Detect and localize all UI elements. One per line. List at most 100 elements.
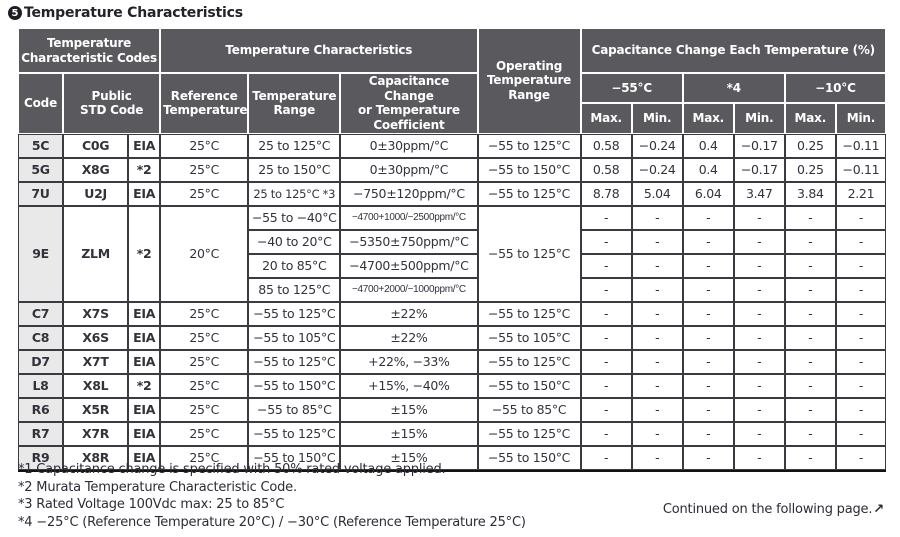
cell-value: - (631, 397, 683, 422)
cell-value: - (733, 301, 785, 326)
cell-op-range: −55 to 85°C (477, 397, 581, 422)
section-number-badge: 5 (8, 6, 22, 20)
cell-temp-range: −55 to 85°C (248, 397, 341, 422)
cell-value: - (784, 277, 836, 302)
cell-value: - (682, 325, 734, 350)
page-title: Temperature Characteristics (24, 5, 243, 21)
footnote-1: *1 Capacitance change is specified with … (18, 462, 446, 477)
cell-value: - (835, 205, 886, 230)
header-characteristics-group: Temperature Characteristics (160, 28, 478, 73)
table-row-R9: R9 X8R EIA 25°C −55 to 150°C ±15% −55 to… (18, 445, 886, 470)
cell-value: - (580, 229, 632, 254)
cell-value: - (784, 445, 836, 470)
cell-code: L8 (18, 373, 64, 398)
continued-text: Continued on the following page. (662, 502, 873, 517)
cell-code: R6 (18, 397, 64, 422)
cell-std: X7R (63, 421, 129, 446)
header-capacitance-change: Capacitance Change or Temperature Coeffi… (340, 73, 478, 134)
header-public-std-code: Public STD Code (63, 73, 161, 134)
table-row-5G: 5G X8G *2 25°C 25 to 150°C 0±30ppm/°C −5… (18, 157, 886, 182)
cell-ref-temp: 25°C (160, 349, 249, 374)
cell-coeff: ±15% (340, 397, 478, 422)
cell-temp-range: −55 to −40°C (248, 205, 341, 230)
header-group-row: Temperature Characteristic Codes Tempera… (18, 28, 886, 134)
cell-value: - (733, 397, 785, 422)
cell-value: - (682, 349, 734, 374)
cell-value: - (835, 325, 886, 350)
cell-op-range: −55 to 150°C (477, 157, 581, 182)
table-row-9E-1: 9E ZLM *2 20°C −55 to −40°C −4700+1000/−… (18, 205, 886, 302)
cell-value: - (631, 325, 683, 350)
cell-coeff: +22%, −33% (340, 349, 478, 374)
cell-std: X6S (63, 325, 129, 350)
cell-value: - (733, 277, 785, 302)
cell-value: - (784, 325, 836, 350)
cell-code: 9E (18, 205, 64, 302)
cell-value: - (733, 349, 785, 374)
cell-value: - (784, 301, 836, 326)
cell-value: - (580, 205, 632, 230)
cell-value: - (733, 229, 785, 254)
cell-code: 5G (18, 157, 64, 182)
cell-value: - (631, 349, 683, 374)
cell-value: −0.17 (733, 157, 785, 182)
cell-code: C8 (18, 325, 64, 350)
cell-std: X7S (63, 301, 129, 326)
cell-value: - (580, 253, 632, 278)
cell-temp-range: 85 to 125°C (248, 277, 341, 302)
header-min-3: Min. (835, 103, 886, 134)
cell-code: R7 (18, 421, 64, 446)
cell-std-mark: EIA (128, 397, 161, 422)
table-row-C8: C8 X6S EIA 25°C −55 to 105°C ±22% −55 to… (18, 325, 886, 350)
page-title-row: 5 Temperature Characteristics (8, 5, 243, 21)
cell-std: U2J (63, 181, 129, 206)
cell-value: - (835, 229, 886, 254)
cell-coeff: −750±120ppm/°C (340, 181, 478, 206)
cell-op-range: −55 to 105°C (477, 325, 581, 350)
cell-value: - (784, 253, 836, 278)
cell-ref-temp: 25°C (160, 445, 249, 470)
cell-value: - (733, 253, 785, 278)
cell-value: - (733, 445, 785, 470)
cell-value: - (733, 205, 785, 230)
cell-temp-range: −55 to 150°C (248, 445, 341, 470)
cell-value: 5.04 (631, 181, 683, 206)
cell-std-mark: EIA (128, 181, 161, 206)
cell-ref-temp: 25°C (160, 373, 249, 398)
cell-code: C7 (18, 301, 64, 326)
cell-std-mark: EIA (128, 301, 161, 326)
header-maxmin-row: Max. Min. Max. Min. Max. Min. (18, 103, 886, 134)
cell-value: - (733, 325, 785, 350)
cell-value: - (580, 373, 632, 398)
cell-value: −0.11 (835, 157, 886, 182)
cell-temp-range: −55 to 105°C (248, 325, 341, 350)
cell-code: 5C (18, 133, 64, 158)
cell-temp-range: 25 to 150°C (248, 157, 341, 182)
cell-value: 2.21 (835, 181, 886, 206)
cell-value: - (580, 445, 632, 470)
cell-op-range: −55 to 125°C (477, 349, 581, 374)
cell-value: - (682, 397, 734, 422)
cell-std-mark: *2 (128, 205, 161, 302)
continued-note: Continued on the following page. ↗ (663, 502, 884, 517)
cell-temp-range: 25 to 125°C (248, 133, 341, 158)
cell-value: 6.04 (682, 181, 734, 206)
cell-temp-range: 20 to 85°C (248, 253, 341, 278)
cell-std-mark: EIA (128, 133, 161, 158)
header-capacitance-group: Capacitance Change Each Temperature (%) (580, 28, 886, 73)
header-codes-group: Temperature Characteristic Codes (18, 28, 161, 73)
table-row-C7: C7 X7S EIA 25°C −55 to 125°C ±22% −55 to… (18, 301, 886, 326)
cell-value: - (835, 349, 886, 374)
table-row-R7: R7 X7R EIA 25°C −55 to 125°C ±15% −55 to… (18, 421, 886, 446)
cell-value: 0.25 (784, 133, 836, 158)
cell-coeff: −4700+2000/−1000ppm/°C (340, 277, 478, 302)
table-row-7U: 7U U2J EIA 25°C 25 to 125°C *3 −750±120p… (18, 181, 886, 206)
cell-std-mark: EIA (128, 445, 161, 470)
cell-value: - (682, 253, 734, 278)
cell-code: R9 (18, 445, 64, 470)
cell-value: - (631, 445, 683, 470)
cell-op-range: −55 to 125°C (477, 181, 581, 206)
cell-value: - (580, 325, 632, 350)
cell-value: - (580, 277, 632, 302)
cell-op-range: −55 to 150°C (477, 445, 581, 470)
